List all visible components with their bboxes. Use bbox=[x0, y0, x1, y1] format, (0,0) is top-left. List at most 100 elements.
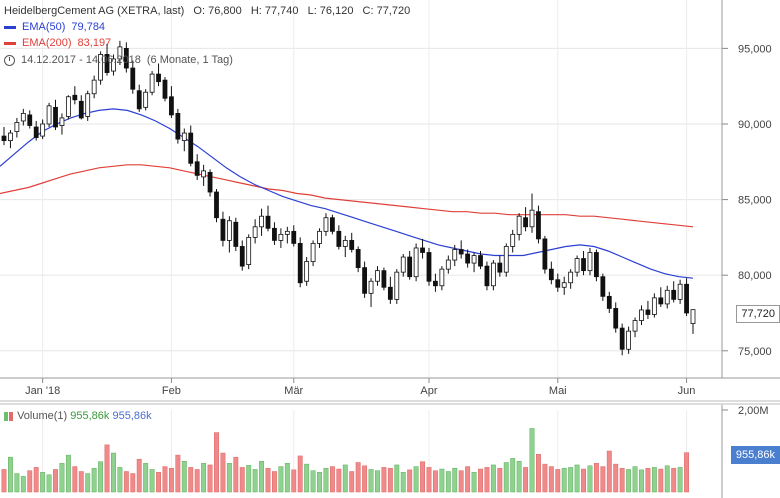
candle-body bbox=[317, 230, 322, 244]
candle-body bbox=[272, 227, 277, 241]
volume-bar bbox=[259, 461, 265, 493]
volume-value-green: 955,86k bbox=[70, 410, 110, 422]
volume-bar bbox=[523, 467, 529, 493]
candle bbox=[529, 193, 535, 233]
candle-body bbox=[233, 221, 239, 247]
candle bbox=[568, 269, 574, 289]
x-tick-label: Mär bbox=[284, 385, 303, 397]
candles bbox=[1, 40, 696, 356]
candle-body bbox=[497, 262, 503, 273]
volume-bar bbox=[104, 444, 110, 493]
volume-bar bbox=[111, 452, 116, 493]
volume-bar bbox=[317, 472, 322, 493]
candle-body bbox=[143, 91, 149, 108]
candle bbox=[387, 276, 393, 304]
volume-bar bbox=[516, 461, 522, 493]
candle bbox=[85, 90, 91, 121]
volume-bar bbox=[20, 476, 26, 493]
candle-body bbox=[323, 217, 329, 232]
candle bbox=[342, 235, 348, 258]
close-value: C: 77,720 bbox=[362, 5, 411, 17]
candle-body bbox=[239, 246, 245, 267]
x-tick-label: Jun bbox=[678, 385, 696, 397]
period-legend: 14.12.2017 - 14.06.2018 (6 Monate, 1 Tag) bbox=[4, 53, 239, 67]
x-tick-label: Feb bbox=[162, 385, 181, 397]
candle-body bbox=[278, 233, 284, 241]
candle bbox=[169, 86, 174, 118]
grid bbox=[0, 0, 722, 492]
candle-body bbox=[162, 79, 168, 99]
candle bbox=[503, 243, 509, 277]
x-tick-label: Apr bbox=[420, 385, 437, 397]
volume-bar bbox=[349, 471, 355, 493]
candle-body bbox=[445, 259, 451, 270]
candle bbox=[20, 108, 26, 126]
candle-body bbox=[684, 283, 689, 314]
volume-bar bbox=[587, 465, 593, 493]
candle bbox=[651, 293, 657, 318]
candle-body bbox=[111, 58, 116, 72]
volume-bar bbox=[329, 466, 335, 493]
volume-bar bbox=[432, 470, 438, 493]
candle-body bbox=[439, 268, 445, 287]
candle-body bbox=[484, 265, 490, 287]
volume-bar bbox=[284, 463, 290, 493]
ohlc-legend: HeidelbergCement AG (XETRA, last) O: 76,… bbox=[4, 4, 416, 18]
volume-bar bbox=[613, 463, 619, 493]
volume-bar bbox=[439, 468, 445, 493]
candle-body bbox=[471, 255, 477, 264]
candle bbox=[239, 240, 245, 271]
y-tick-label: 95,000 bbox=[738, 43, 772, 55]
ema200-legend[interactable]: EMA(200) 83,197 bbox=[4, 36, 117, 50]
candle bbox=[349, 232, 355, 253]
candle bbox=[664, 285, 670, 309]
volume-bar bbox=[130, 473, 136, 493]
candle bbox=[536, 205, 541, 244]
candle-body bbox=[548, 268, 554, 281]
candle bbox=[181, 128, 187, 152]
open-value: O: 76,800 bbox=[193, 5, 242, 17]
candle bbox=[207, 169, 213, 197]
candle bbox=[27, 110, 33, 129]
volume-bar bbox=[33, 467, 39, 493]
candle-body bbox=[561, 282, 567, 288]
ema50-legend[interactable]: EMA(50) 79,784 bbox=[4, 20, 111, 34]
candle bbox=[362, 261, 367, 298]
volume-bar bbox=[168, 467, 174, 493]
candle-body bbox=[330, 217, 335, 232]
candle bbox=[130, 60, 136, 94]
candle-body bbox=[46, 105, 52, 125]
candle-body bbox=[40, 123, 46, 137]
candle-body bbox=[284, 230, 290, 235]
candle-body bbox=[349, 240, 355, 250]
last-volume-tag: 955,86k bbox=[730, 446, 780, 464]
candle-body bbox=[426, 252, 432, 282]
candle-body bbox=[65, 96, 71, 117]
candle-body bbox=[14, 122, 20, 132]
volume-bar bbox=[381, 467, 387, 493]
volume-bar bbox=[664, 465, 670, 493]
candle-body bbox=[594, 252, 599, 278]
candle bbox=[304, 257, 310, 286]
candle bbox=[252, 219, 258, 244]
candle-body bbox=[136, 90, 142, 110]
candle-body bbox=[246, 236, 252, 266]
candle-body bbox=[265, 215, 271, 229]
volume-bar bbox=[452, 467, 458, 493]
candle-body bbox=[555, 279, 561, 288]
candle bbox=[111, 54, 116, 76]
candle bbox=[561, 276, 567, 295]
volume-bar bbox=[639, 469, 644, 493]
volume-bar bbox=[471, 472, 477, 493]
candle-body bbox=[194, 161, 200, 176]
volume-bar bbox=[671, 467, 677, 493]
volume-bar bbox=[593, 463, 599, 493]
volume-bar bbox=[600, 466, 606, 493]
volume-bar bbox=[394, 464, 400, 493]
candle bbox=[272, 222, 277, 245]
volume-bar bbox=[46, 474, 52, 493]
ema50-swatch bbox=[4, 25, 16, 29]
candle-body bbox=[201, 170, 207, 178]
candle bbox=[600, 273, 606, 301]
high-value: H: 77,740 bbox=[250, 5, 299, 17]
